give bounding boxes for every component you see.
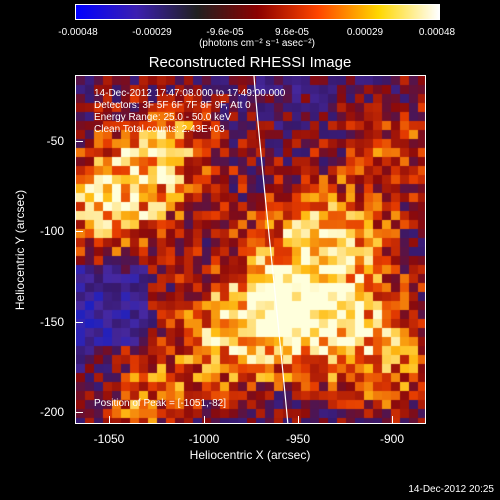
colorbar	[75, 4, 440, 20]
image-title: Reconstructed RHESSI Image	[149, 54, 352, 71]
detectors-label: Detectors: 3F 5F 6F 7F 8F 9F, Att 0	[94, 100, 251, 111]
y-axis-label: Heliocentric Y (arcsec)	[13, 190, 27, 310]
colorbar-tick: 9.6e-05	[275, 27, 309, 38]
y-tick-label: -150	[40, 315, 64, 329]
clean-counts-label: Clean Total counts: 2.43E+03	[94, 124, 225, 135]
y-tick-label: -50	[47, 134, 64, 148]
colorbar-tick: 0.00029	[347, 27, 383, 38]
peak-position-label: Position of Peak = [-1051,-82]	[94, 398, 226, 409]
x-tick-mark	[298, 416, 299, 424]
y-tick-mark	[75, 141, 83, 142]
x-tick-label: -1000	[189, 432, 220, 446]
plot-timestamp: 14-Dec-2012 20:25	[408, 484, 494, 495]
y-tick-mark	[75, 231, 83, 232]
rhessi-image: 14-Dec-2012 17:47:08.000 to 17:49:00.000…	[75, 75, 426, 424]
colorbar-tick: -0.00048	[58, 27, 97, 38]
y-tick-mark	[75, 322, 83, 323]
y-tick-mark	[75, 412, 83, 413]
colorbar-unit: (photons cm⁻² s⁻¹ asec⁻²)	[199, 38, 315, 49]
colorbar-tick: 0.00048	[419, 27, 455, 38]
x-tick-mark	[109, 416, 110, 424]
y-tick-label: -200	[40, 405, 64, 419]
colorbar-tick: -9.6e-05	[206, 27, 243, 38]
colorbar-tick: -0.00029	[132, 27, 171, 38]
x-tick-label: -950	[286, 432, 310, 446]
x-tick-mark	[392, 416, 393, 424]
y-tick-label: -100	[40, 224, 64, 238]
x-tick-label: -1050	[94, 432, 125, 446]
solar-limb-line	[254, 76, 288, 424]
energy-range-label: Energy Range: 25.0 - 50.0 keV	[94, 112, 231, 123]
x-tick-label: -900	[380, 432, 404, 446]
x-tick-mark	[204, 416, 205, 424]
x-axis-label: Heliocentric X (arcsec)	[190, 448, 311, 462]
time-range-label: 14-Dec-2012 17:47:08.000 to 17:49:00.000	[94, 88, 285, 99]
